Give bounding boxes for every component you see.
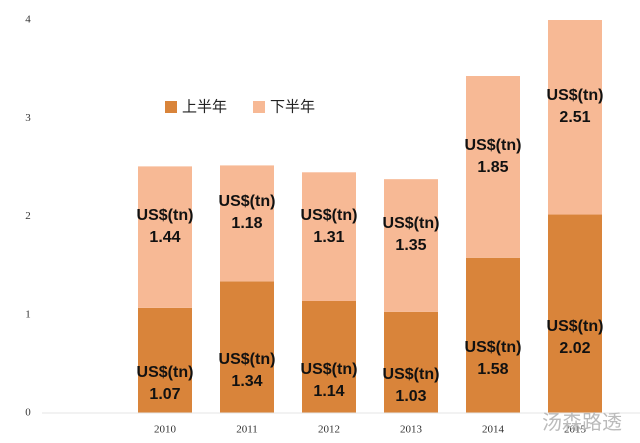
value-label: US$(tn) 1.34 <box>218 351 276 391</box>
x-tick-label: 2014 <box>482 424 505 436</box>
legend-swatch <box>253 101 265 113</box>
value-label: US$(tn) 1.18 <box>218 193 276 233</box>
x-tick-label: 2011 <box>236 424 258 436</box>
x-tick-label: 2013 <box>400 424 423 436</box>
bar-segment <box>220 281 274 413</box>
value-label: US$(tn) 2.51 <box>546 87 604 127</box>
value-label: US$(tn) 1.58 <box>464 339 522 379</box>
value-label: US$(tn) 1.07 <box>136 364 194 404</box>
value-label: US$(tn) 1.44 <box>136 207 194 247</box>
bar-segment <box>466 257 520 413</box>
bar-segment <box>220 165 274 282</box>
value-label: US$(tn) 1.85 <box>464 136 522 176</box>
value-label: US$(tn) 1.35 <box>382 215 440 255</box>
bar-segment <box>138 307 192 413</box>
legend-swatch <box>165 101 177 113</box>
y-tick-label: 3 <box>25 112 31 124</box>
y-tick-label: 0 <box>25 407 31 419</box>
bar-segment <box>302 300 356 413</box>
legend-label: 下半年 <box>270 98 315 116</box>
bar-segment <box>466 76 520 258</box>
bar-segment <box>384 311 438 413</box>
x-tick-label: 2012 <box>318 424 340 436</box>
bar-segment <box>384 179 438 312</box>
value-label: US$(tn) 2.02 <box>546 317 604 357</box>
legend-label: 上半年 <box>182 98 227 116</box>
bar-segment <box>302 172 356 301</box>
y-tick-label: 2 <box>25 210 31 222</box>
value-label: US$(tn) 1.03 <box>382 366 440 406</box>
bars <box>138 20 602 413</box>
y-tick-label: 4 <box>25 14 31 26</box>
bar-segment <box>138 166 192 308</box>
value-label: US$(tn) 1.31 <box>300 206 358 246</box>
y-tick-label: 1 <box>25 308 31 320</box>
watermark: 汤森路透 <box>542 410 622 434</box>
x-tick-label: 2010 <box>154 424 177 436</box>
bar-segment <box>548 20 602 215</box>
bar-segment <box>548 214 602 413</box>
value-label: US$(tn) 1.14 <box>300 360 358 400</box>
x-tick-label: 2015 <box>564 424 587 436</box>
